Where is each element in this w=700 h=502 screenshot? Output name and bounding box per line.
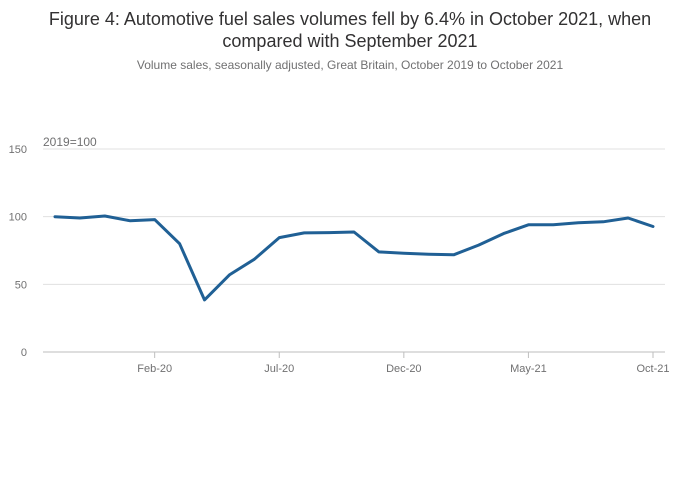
- y-axis-unit-label: 2019=100: [43, 135, 97, 149]
- data-point[interactable]: [301, 230, 307, 236]
- x-tick-label: Feb-20: [137, 363, 172, 375]
- data-point[interactable]: [177, 241, 183, 247]
- series-layer: [52, 213, 656, 303]
- data-point[interactable]: [376, 249, 382, 255]
- data-point[interactable]: [650, 224, 656, 230]
- y-tick-label: 50: [15, 279, 27, 291]
- data-point[interactable]: [152, 217, 158, 223]
- chart-title: Figure 4: Automotive fuel sales volumes …: [48, 9, 652, 51]
- chart-subtitle: Volume sales, seasonally adjusted, Great…: [136, 58, 564, 72]
- data-point[interactable]: [127, 218, 133, 224]
- x-tick-label: Dec-20: [386, 363, 421, 375]
- x-tick-label: May-21: [510, 363, 547, 375]
- x-axis: Feb-20 Jul-20 Dec-20 May-21 Oct-21: [137, 352, 670, 375]
- data-point[interactable]: [525, 222, 531, 228]
- data-point[interactable]: [351, 229, 357, 235]
- data-point[interactable]: [426, 251, 432, 257]
- data-point[interactable]: [401, 250, 407, 256]
- y-tick-label: 100: [9, 212, 27, 224]
- y-axis: 0 50 100 150: [9, 144, 27, 359]
- data-point[interactable]: [226, 272, 232, 278]
- series-line: [53, 214, 655, 302]
- y-tick-label: 150: [9, 144, 27, 156]
- data-point[interactable]: [476, 242, 482, 248]
- data-point[interactable]: [501, 231, 507, 237]
- data-point[interactable]: [102, 213, 108, 219]
- y-tick-label: 0: [21, 347, 27, 359]
- data-point[interactable]: [550, 222, 556, 228]
- data-point[interactable]: [451, 252, 457, 258]
- data-point[interactable]: [625, 215, 631, 221]
- x-tick-label: Jul-20: [264, 363, 294, 375]
- data-point[interactable]: [52, 214, 58, 220]
- data-point[interactable]: [77, 215, 83, 221]
- data-point[interactable]: [575, 220, 581, 226]
- data-point[interactable]: [326, 230, 332, 236]
- x-tick-label: Oct-21: [636, 363, 669, 375]
- data-point[interactable]: [251, 256, 257, 262]
- gridlines: [43, 148, 665, 353]
- data-point[interactable]: [202, 297, 208, 303]
- data-point[interactable]: [600, 219, 606, 225]
- data-point[interactable]: [276, 235, 282, 241]
